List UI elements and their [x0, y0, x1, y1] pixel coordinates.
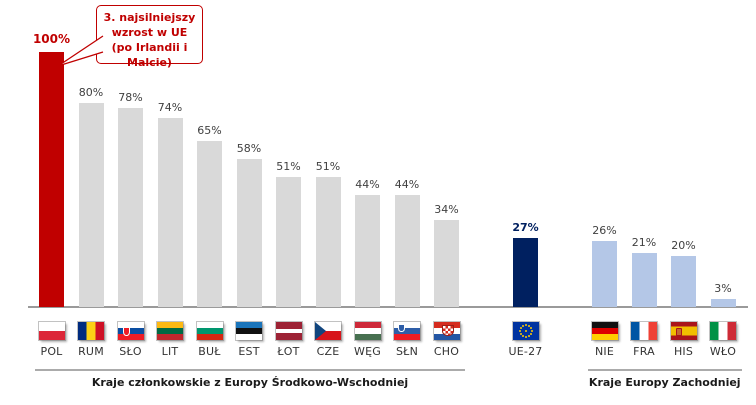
category-label-POL: POL: [40, 345, 63, 358]
value-label-SŁO: 78%: [118, 91, 143, 105]
value-label-CZE: 51%: [315, 159, 341, 173]
category-label-SŁO: SŁO: [119, 345, 142, 358]
bar-SŁO: [118, 108, 143, 307]
category-label-SŁN: SŁN: [396, 345, 418, 358]
value-label-EST: 58%: [236, 142, 262, 156]
poland-flag-icon: [38, 322, 65, 340]
value-label-SŁN: 44%: [394, 177, 420, 191]
italy-flag-icon: [710, 322, 736, 340]
france-flag-icon: [631, 322, 657, 340]
category-label-BUŁ: BUŁ: [198, 345, 221, 358]
lithuania-flag-icon: [157, 322, 183, 340]
category-label-HIS: HIS: [673, 345, 694, 358]
bar-FRA: [631, 253, 657, 307]
value-label-LIT: 74%: [157, 101, 183, 115]
category-label-LIT: LIT: [161, 345, 179, 358]
group-bracket: [35, 369, 465, 371]
category-label-NIE: NIE: [594, 345, 615, 358]
value-label-RUM: 80%: [78, 86, 104, 99]
category-label-FRA: FRA: [633, 345, 655, 358]
bulgaria-flag-icon: [196, 322, 223, 340]
bar-ŁOT: [276, 176, 301, 307]
hungary-flag-icon: [354, 322, 381, 340]
category-label-EST: EST: [238, 345, 260, 358]
value-label-CHO: 34%: [434, 203, 459, 217]
category-label-ŁOT: ŁOT: [277, 345, 300, 358]
value-label-UE-27: 27%: [512, 221, 539, 235]
value-label-FRA: 21%: [631, 236, 657, 250]
value-label-HIS: 20%: [671, 239, 696, 252]
bar-NIE: [592, 240, 617, 307]
value-label-ŁOT: 51%: [276, 159, 301, 173]
romania-flag-icon: [78, 322, 104, 340]
czechia-flag-icon: [315, 322, 341, 340]
group-label: Kraje Europy Zachodniej: [588, 376, 741, 389]
category-label-RUM: RUM: [78, 345, 104, 358]
category-label-WĘG: WĘG: [354, 345, 381, 358]
group-label: Kraje członkowskie z Europy Środkowo-Wsc…: [91, 376, 409, 389]
category-label-UE-27: UE-27: [508, 345, 543, 358]
bar-SŁN: [394, 194, 420, 307]
group-bracket: [588, 369, 742, 371]
value-label-POL: 100%: [32, 32, 71, 46]
bar-WĘG: [355, 194, 380, 307]
bar-RUM: [78, 103, 104, 307]
slovakia-flag-icon: [117, 322, 144, 340]
eu-flag-icon: [512, 322, 539, 340]
bar-EST: [236, 159, 262, 307]
bar-CZE: [315, 176, 341, 307]
bar-BUŁ: [197, 141, 222, 307]
bar-HIS: [671, 256, 696, 307]
category-label-WŁO: WŁO: [709, 345, 737, 358]
annotation-callout: 3. najsilniejszy wzrost w UE (po Irlandi…: [96, 5, 203, 69]
x-axis-line: [28, 306, 748, 308]
slovenia-flag-icon: [394, 322, 420, 340]
value-label-WĘG: 44%: [355, 177, 380, 191]
value-label-NIE: 26%: [592, 223, 617, 237]
latvia-flag-icon: [275, 322, 302, 340]
croatia-flag-icon: [433, 322, 460, 340]
germany-flag-icon: [591, 322, 618, 340]
category-label-CZE: CZE: [316, 345, 340, 358]
bar-CHO: [434, 220, 459, 307]
value-label-WŁO: 3%: [714, 282, 732, 296]
bar-UE-27: [513, 238, 538, 307]
category-label-CHO: CHO: [433, 345, 460, 358]
bar-LIT: [157, 118, 183, 307]
spain-flag-icon: [670, 322, 697, 340]
bar-POL: [39, 52, 64, 307]
bar-WŁO: [710, 299, 736, 307]
estonia-flag-icon: [236, 322, 262, 340]
value-label-BUŁ: 65%: [197, 124, 222, 138]
